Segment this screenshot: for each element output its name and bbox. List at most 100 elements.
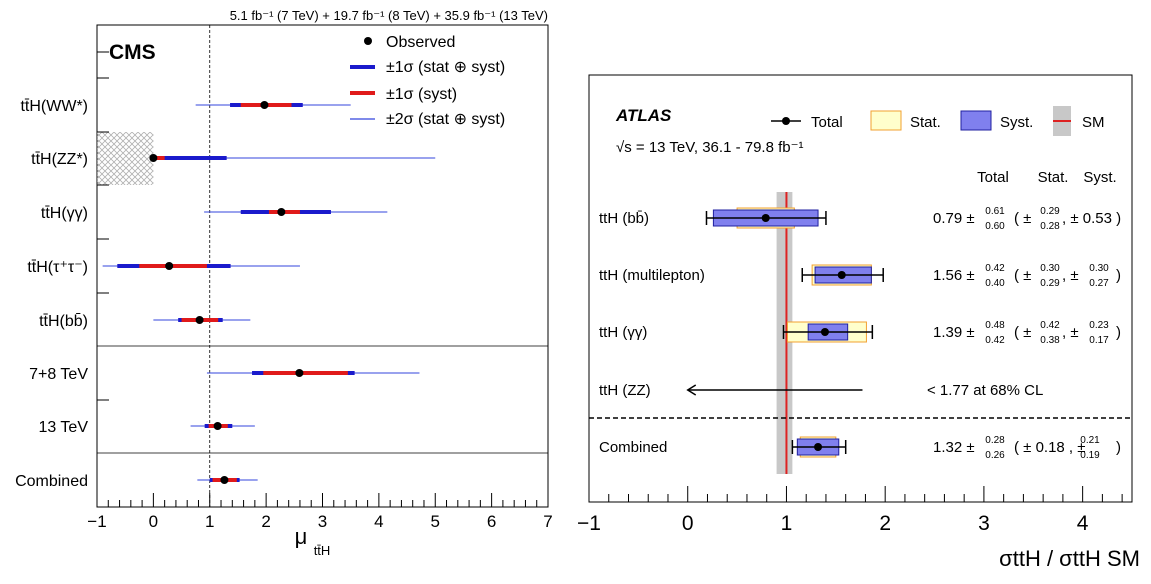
atlas-observed-point <box>814 443 823 451</box>
atlas-observed-point <box>820 328 829 336</box>
atlas-x-tick-label: −1 <box>577 512 601 535</box>
cms-category-label: 7+8 TeV <box>29 366 88 383</box>
cms-x-tick-label: 1 <box>205 512 214 531</box>
legend-syst-swatch <box>960 110 992 131</box>
atlas-frame <box>588 74 1133 503</box>
atlas-column-stat: Stat. <box>1038 169 1069 186</box>
cms-category-label: tt̄H(τ⁺τ⁻) <box>27 259 88 276</box>
atlas-summary-stat-dn: 0.29 <box>1040 278 1060 289</box>
atlas-x-tick-label: 3 <box>978 512 990 535</box>
cms-lumi-header: 5.1 fb⁻¹ (7 TeV) + 19.7 fb⁻¹ (8 TeV) + 3… <box>230 8 548 23</box>
cms-x-tick-label: 4 <box>374 512 383 531</box>
atlas-sm-band <box>776 192 793 474</box>
legend-stat-swatch <box>870 110 902 131</box>
cms-observed-point <box>213 422 222 430</box>
atlas-summary-total-dn: 0.42 <box>985 335 1005 346</box>
atlas-x-tick-label: 1 <box>781 512 793 535</box>
cms-category-label: tt̄H(γγ) <box>41 205 88 222</box>
cms-experiment-label: CMS <box>109 41 156 64</box>
atlas-summary-total-up: 0.61 <box>985 206 1005 217</box>
cms-category-label: tt̄H(ZZ*) <box>31 151 88 168</box>
atlas-summary-stat-dn: 0.38 <box>1040 335 1060 346</box>
atlas-summary-stat-dn: 0.28 <box>1040 221 1060 232</box>
atlas-summary-close: ) <box>1116 439 1121 456</box>
cms-x-axis-label: μ <box>295 524 308 549</box>
cms-excluded-region <box>97 132 154 185</box>
legend-stat-label: Stat. <box>910 114 941 131</box>
atlas-column-syst: Syst. <box>1083 169 1116 186</box>
atlas-summary-close: ) <box>1116 324 1121 341</box>
atlas-limit-arrow <box>686 384 697 396</box>
cms-observed-point <box>295 369 304 377</box>
atlas-category-label: ttH (multilepton) <box>599 267 705 284</box>
cms-category-label: tt̄H(WW*) <box>20 98 88 115</box>
cms-category-label: Combined <box>15 473 88 490</box>
atlas-summary-syst-dn: 0.27 <box>1089 278 1109 289</box>
cms-observed-point <box>260 101 269 109</box>
cms-observed-point <box>220 476 229 484</box>
atlas-summary-stat-open: ( ± <box>1014 267 1031 284</box>
legend-observed-marker <box>364 37 372 45</box>
atlas-x-axis-label: σttH / σttH SM <box>999 546 1140 571</box>
cms-category-label: 13 TeV <box>38 419 88 436</box>
cms-x-tick-label: 0 <box>149 512 158 531</box>
atlas-summary-stat-up: 0.21 <box>1080 435 1100 446</box>
cms-observed-point <box>195 316 204 324</box>
atlas-x-tick-label: 0 <box>682 512 694 535</box>
atlas-summary-total-dn: 0.26 <box>985 450 1005 461</box>
atlas-summary-close: ) <box>1116 267 1121 284</box>
atlas-category-label: ttH (bb̄) <box>599 210 649 227</box>
cms-panel: 5.1 fb⁻¹ (7 TeV) + 19.7 fb⁻¹ (8 TeV) + 3… <box>15 8 553 558</box>
legend-sm-label: SM <box>1082 114 1105 131</box>
atlas-summary-stat-open: ( ± <box>1014 210 1031 227</box>
cms-observed-point <box>165 262 174 270</box>
legend-observed-label: Observed <box>386 34 455 51</box>
atlas-summary-total-up: 0.28 <box>985 435 1005 446</box>
cms-observed-point <box>149 154 158 162</box>
legend-syst-label: ±1σ (syst) <box>386 86 457 103</box>
cms-x-axis-label-sub: tt̄H <box>314 543 331 558</box>
atlas-summary-value: 1.56 ± <box>933 267 975 284</box>
cms-observed-point <box>277 208 286 216</box>
atlas-observed-point <box>837 271 846 279</box>
cms-x-tick-label: −1 <box>87 512 106 531</box>
atlas-summary-syst-up: 0.23 <box>1089 320 1109 331</box>
legend-2sigma-label: ±2σ (stat ⊕ syst) <box>386 111 505 128</box>
cms-x-tick-label: 6 <box>487 512 496 531</box>
legend-total-marker <box>782 117 790 125</box>
atlas-summary-stat-up: 0.30 <box>1040 263 1060 274</box>
atlas-summary-stat-open: ( ± 0.18 , ± <box>1014 439 1086 456</box>
atlas-summary-syst-dn: 0.17 <box>1089 335 1109 346</box>
atlas-summary-syst-up: 0.30 <box>1089 263 1109 274</box>
atlas-x-tick-label: 4 <box>1077 512 1089 535</box>
atlas-experiment-label: ATLAS <box>615 106 672 125</box>
atlas-summary-syst: , ± <box>1062 324 1079 341</box>
atlas-summary-total-dn: 0.60 <box>985 221 1005 232</box>
atlas-column-total: Total <box>977 169 1009 186</box>
atlas-summary-stat-open: ( ± <box>1014 324 1031 341</box>
legend-syst-label: Syst. <box>1000 114 1033 131</box>
atlas-summary-syst: , ± 0.53 ) <box>1062 210 1121 227</box>
atlas-summary-total-dn: 0.40 <box>985 278 1005 289</box>
atlas-summary-stat-up: 0.42 <box>1040 320 1060 331</box>
atlas-summary-stat-up: 0.29 <box>1040 206 1060 217</box>
atlas-summary-syst: , ± <box>1062 267 1079 284</box>
atlas-summary-stat-dn: 0.19 <box>1080 450 1100 461</box>
cms-x-tick-label: 2 <box>261 512 270 531</box>
atlas-summary-value: 1.39 ± <box>933 324 975 341</box>
cms-category-label: tt̄H(bb̄) <box>39 313 88 330</box>
atlas-category-label: Combined <box>599 439 667 456</box>
atlas-category-label: ttH (ZZ) <box>599 382 651 399</box>
legend-total-label: Total <box>811 114 843 131</box>
atlas-summary-total-up: 0.42 <box>985 263 1005 274</box>
atlas-summary-value: 1.32 ± <box>933 439 975 456</box>
atlas-summary-value: 0.79 ± <box>933 210 975 227</box>
atlas-summary-total-up: 0.48 <box>985 320 1005 331</box>
atlas-energy-label: √s = 13 TeV, 36.1 - 79.8 fb⁻¹ <box>616 139 804 156</box>
cms-x-tick-label: 5 <box>431 512 440 531</box>
cms-x-tick-label: 3 <box>318 512 327 531</box>
atlas-observed-point <box>761 214 770 222</box>
legend-total-label: ±1σ (stat ⊕ syst) <box>386 59 505 76</box>
atlas-category-label: ttH (γγ) <box>599 324 647 341</box>
